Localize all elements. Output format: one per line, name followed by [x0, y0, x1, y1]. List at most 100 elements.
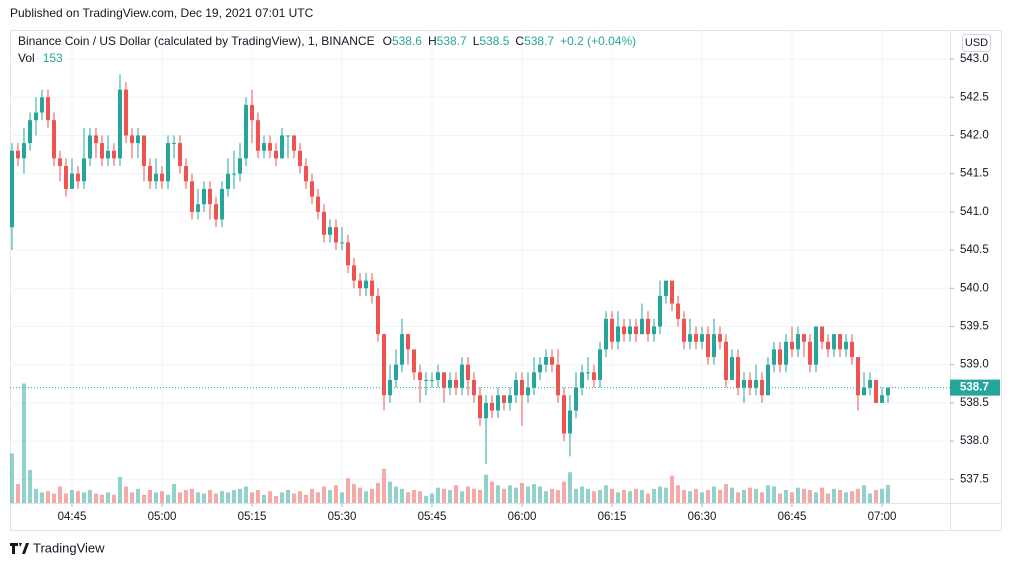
volume-bar [514, 487, 519, 503]
candle-body [87, 135, 92, 159]
candle-body [706, 334, 711, 358]
volume-bar [730, 487, 735, 503]
volume-bar [622, 489, 627, 503]
vol-value: 153 [43, 51, 63, 65]
volume-bar [81, 492, 86, 503]
candle-body [369, 280, 374, 296]
volume-bar [147, 489, 152, 503]
candle-body [147, 166, 152, 182]
volume-bar [255, 489, 260, 503]
volume-bar [490, 481, 495, 503]
candle-body [742, 379, 747, 388]
volume-bar [610, 488, 615, 503]
candle-body [658, 295, 663, 327]
x-tick-label: 05:15 [238, 511, 267, 523]
candle-body [688, 334, 693, 342]
candle-body [357, 280, 362, 289]
candle-body [862, 387, 867, 396]
volume-bar [303, 494, 308, 503]
candle-body [562, 395, 567, 434]
candle-body [207, 188, 212, 205]
volume-bar [399, 488, 404, 503]
volume-bar [315, 492, 320, 503]
candle-body [748, 379, 753, 388]
candle-body [189, 181, 194, 212]
candle-body [580, 372, 585, 388]
volume-bar [129, 492, 134, 503]
volume-bar [880, 488, 885, 503]
candle-body [574, 387, 579, 411]
h-value: 538.7 [437, 34, 467, 48]
candle-body [9, 150, 14, 228]
candle-body [351, 265, 356, 281]
volume-bar [778, 493, 783, 503]
x-tick-label: 06:45 [778, 511, 807, 523]
candle-body [33, 112, 38, 121]
volume-bar [760, 492, 765, 503]
volume-bar [111, 494, 116, 503]
volume-bar [225, 492, 230, 503]
volume-bar [435, 487, 440, 503]
grid [10, 30, 950, 503]
candle-body [417, 372, 422, 380]
volume-bar [381, 468, 386, 503]
volume-bar [243, 486, 248, 503]
volume-bar [93, 493, 98, 503]
candle-body [399, 334, 404, 365]
l-label: L [473, 34, 480, 48]
candle-body [820, 326, 825, 342]
volume-bar [538, 486, 543, 503]
candle-body [586, 372, 591, 374]
volume-bar [327, 489, 332, 503]
volume-bar [748, 487, 753, 503]
volume-bar [784, 489, 789, 503]
last-price-tag [950, 379, 1000, 396]
volume-bar [285, 489, 290, 503]
candle-body [610, 318, 615, 342]
candle-body [760, 379, 765, 396]
currency[interactable]: USD [965, 37, 988, 49]
marks [9, 74, 950, 503]
volume-bar [453, 485, 458, 503]
x-tick-label: 06:30 [688, 511, 717, 523]
volume-bar [51, 493, 56, 503]
o-label: O [383, 34, 392, 48]
candle-body [778, 349, 783, 365]
candle-body [802, 334, 807, 342]
volume-bar [429, 493, 434, 503]
x-tick-label: 05:30 [328, 511, 357, 523]
volume-bar [814, 492, 819, 503]
volume-bar [544, 491, 549, 503]
candle-body [874, 379, 879, 403]
candle-body [646, 318, 651, 335]
y-tick-label: 541.5 [960, 168, 989, 180]
volume-bar [267, 491, 272, 503]
logo: TradingView [10, 540, 105, 555]
volume-bar [27, 469, 32, 503]
candle-body [532, 372, 537, 388]
y-tick-label: 537.5 [960, 473, 989, 485]
candle-body [411, 349, 416, 373]
volume-bar [712, 486, 717, 503]
candle-body [712, 334, 717, 358]
candle-body [201, 188, 206, 205]
volume-bar [580, 486, 585, 503]
vol-line: Vol 153 [18, 51, 63, 65]
candle-body [754, 379, 759, 388]
candle-body [21, 143, 26, 159]
volume-bar [261, 494, 266, 503]
volume-bar [586, 488, 591, 503]
volume-bar [628, 491, 633, 503]
volume-bar [724, 484, 729, 503]
candle-body [622, 326, 627, 335]
candle-body [57, 158, 62, 167]
candle-body [718, 334, 723, 342]
volume-bar [886, 484, 891, 503]
candle-body [826, 341, 831, 350]
volume-bar [754, 488, 759, 503]
currency-box[interactable] [962, 34, 991, 52]
candle-body [291, 135, 296, 151]
published-note: Published on TradingView.com, Dec 19, 20… [10, 6, 314, 20]
candle-body [556, 364, 561, 396]
volume-bar [826, 493, 831, 503]
